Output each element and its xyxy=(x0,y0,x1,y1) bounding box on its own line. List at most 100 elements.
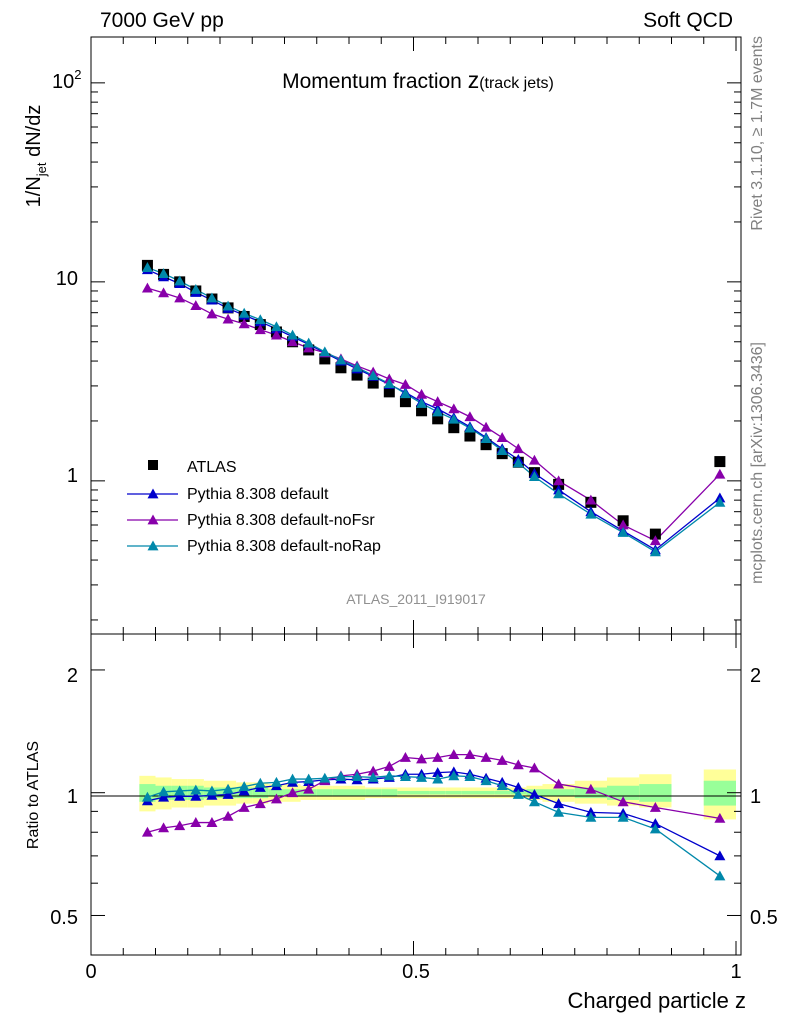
atlas-data-point xyxy=(448,422,460,434)
atlas-data-point xyxy=(649,528,661,540)
main-title-text: Momentum fraction xyxy=(282,70,468,93)
mc-data-point xyxy=(528,471,540,482)
atlas-data-point xyxy=(464,430,476,442)
xtick-label-1: 1 xyxy=(730,961,741,983)
atlas-data-point xyxy=(714,456,726,468)
ratio-y-axis-label: Ratio to ATLAS xyxy=(25,741,42,849)
legend-marker-atlas xyxy=(148,460,158,470)
atlas-data-point xyxy=(351,369,363,381)
ratio-data-point xyxy=(512,781,524,792)
ratio-data-point xyxy=(270,776,282,787)
ratio-data-point xyxy=(585,811,597,822)
atlas-data-point xyxy=(416,405,428,417)
ratio-data-point xyxy=(174,820,186,831)
mc-data-point xyxy=(190,284,202,294)
ratio-data-point xyxy=(617,796,629,807)
ratio-data-point xyxy=(303,773,315,784)
legend-marker-triangle xyxy=(147,540,159,551)
x-axis-label: Charged particle z xyxy=(567,988,746,1013)
ratio-data-point xyxy=(383,760,395,771)
y-label-sub: jet xyxy=(34,162,49,177)
xtick-label-0: 0 xyxy=(85,961,96,983)
ratio-data-point xyxy=(714,870,726,881)
ratio-band-green xyxy=(332,789,349,797)
y-label-tail: dN/dz xyxy=(23,105,45,163)
mc-data-point xyxy=(512,443,524,454)
mc-data-point xyxy=(238,307,250,318)
main-title-sub: (track jets) xyxy=(479,75,554,92)
mc-data-point xyxy=(158,287,170,298)
mc-data-point xyxy=(206,308,218,319)
ratio-band-green xyxy=(542,789,575,797)
ratio-data-point xyxy=(206,785,218,796)
ratio-data-point xyxy=(512,788,524,799)
mc-data-point xyxy=(319,346,331,357)
ytick-label-1: 1 xyxy=(67,465,78,487)
ratio-data-point xyxy=(399,771,411,782)
mc-data-point xyxy=(238,318,250,329)
ratio-data-point xyxy=(158,791,170,802)
ratio-data-point xyxy=(141,826,153,837)
ratio-data-point xyxy=(399,751,411,762)
mc-data-point xyxy=(287,336,299,347)
mc-data-point xyxy=(553,475,565,486)
ytick-label-10: 10 xyxy=(56,268,78,290)
mc-data-point xyxy=(141,262,153,272)
mc-data-point xyxy=(206,292,218,303)
main-y-axis-label: 1/Njet dN/dz xyxy=(23,105,49,208)
ratio-band-green xyxy=(381,789,398,797)
ratio-data-point xyxy=(287,787,299,798)
ratio-data-point xyxy=(206,817,218,827)
ratio-data-point xyxy=(553,806,565,817)
ratio-data-point xyxy=(367,765,379,776)
ratio-data-point xyxy=(714,850,726,861)
mc-data-point xyxy=(416,388,428,399)
mc-data-point xyxy=(714,496,726,507)
ratio-data-point xyxy=(585,806,597,817)
ratio-data-point xyxy=(649,818,661,828)
ratio-data-point xyxy=(303,783,315,794)
mc-data-point xyxy=(303,337,315,348)
ratio-data-point xyxy=(512,759,524,770)
ratio-data-point xyxy=(585,783,597,794)
ratio-data-point xyxy=(270,793,282,804)
ratio-data-point xyxy=(254,777,266,788)
ratio-data-point xyxy=(464,749,476,760)
ratio-data-point xyxy=(190,790,202,801)
ratio-data-point xyxy=(432,751,444,762)
ratio-data-point xyxy=(496,754,508,765)
ratio-ytick-label-05-left: 0.5 xyxy=(50,907,78,929)
mc-data-point xyxy=(254,314,266,325)
mc-data-point xyxy=(553,488,565,499)
mc-data-point xyxy=(480,433,492,444)
ratio-band-green xyxy=(413,790,430,795)
ratio-data-point xyxy=(335,771,347,782)
ratio-data-point xyxy=(141,791,153,802)
ratio-data-point xyxy=(528,762,540,773)
ratio-data-point xyxy=(238,781,250,792)
mc-data-point xyxy=(158,268,170,279)
ratio-data-point xyxy=(528,788,540,799)
ratio-data-point xyxy=(416,771,428,782)
ratio-plot-frame xyxy=(90,633,742,956)
ratio-ticks xyxy=(90,634,741,956)
legend-label-nofsr: Pythia 8.308 default-noFsr xyxy=(187,512,375,529)
ratio-band-green xyxy=(461,790,478,795)
atlas-data-point xyxy=(480,439,492,451)
ratio-data-point xyxy=(222,810,234,821)
mc-data-point xyxy=(649,535,661,546)
main-plot-title: Momentum fraction z(track jets) xyxy=(282,67,554,93)
xtick-label-05: 0.5 xyxy=(402,961,430,983)
ratio-data-point xyxy=(319,772,331,783)
mc-data-point xyxy=(416,397,428,408)
mc-data-point xyxy=(383,378,395,389)
ratio-data-point xyxy=(480,751,492,762)
atlas-data-point xyxy=(432,413,444,425)
main-title-z: z xyxy=(468,67,480,93)
ratio-data-point xyxy=(174,790,186,801)
ratio-band-green xyxy=(494,790,511,795)
mcplots-label: mcplots.cern.ch [arXiv:1306.3436] xyxy=(749,342,766,584)
ratio-data-point xyxy=(222,783,234,794)
mc-data-point xyxy=(335,354,347,365)
